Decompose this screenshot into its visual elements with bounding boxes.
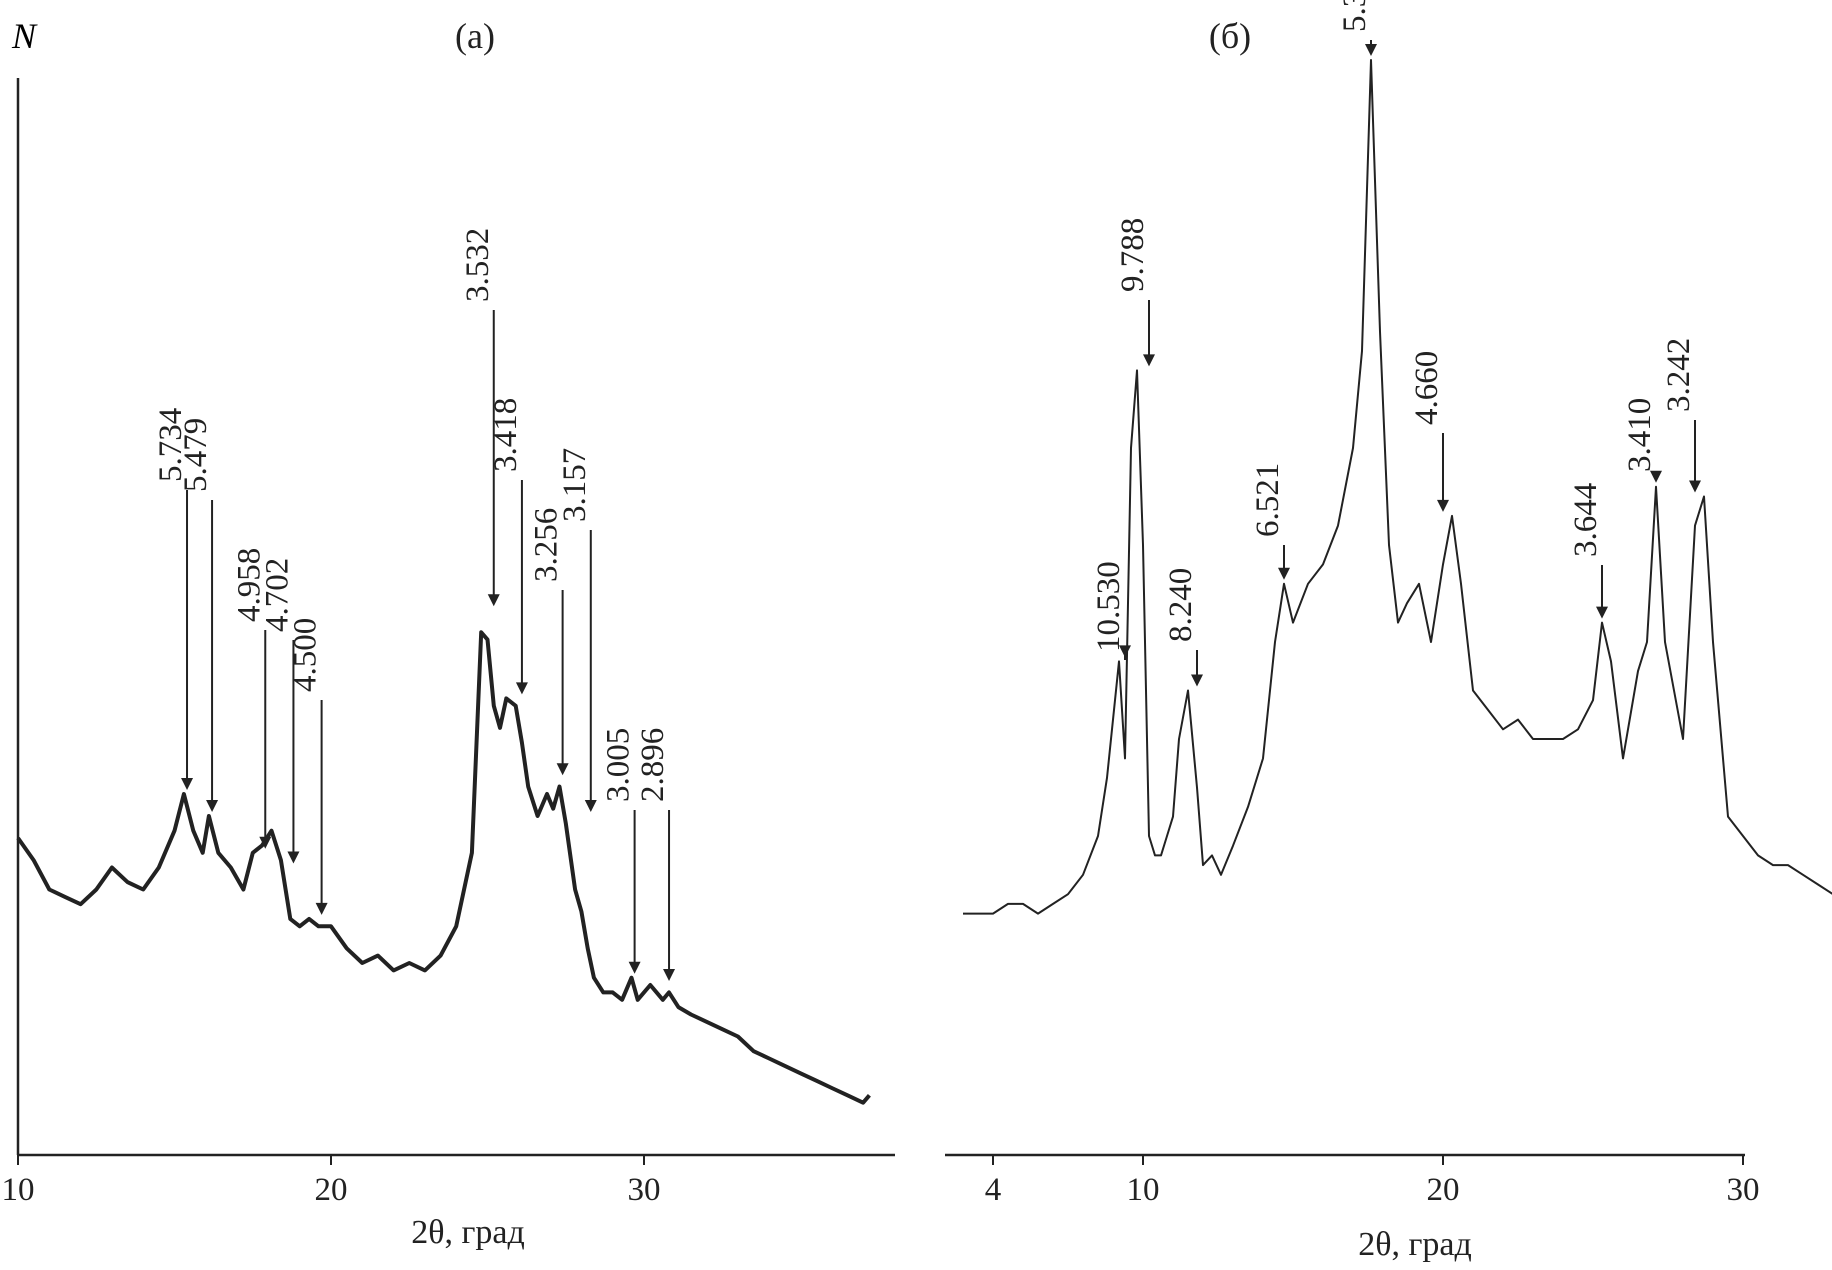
panel-a-peak-marker: 4.500	[288, 618, 328, 915]
panel-b-peak-marker: 8.240	[1163, 568, 1203, 687]
panel-b-xrd-trace	[963, 59, 1832, 915]
panel-a-peak-arrow-head	[584, 800, 597, 812]
panel-a-peak-marker: 4.702	[259, 558, 300, 864]
panel-a-peak-marker: 3.005	[601, 728, 641, 974]
panel-b-peak-label: 10.530	[1091, 561, 1127, 652]
panel-a-peak-marker: 2.896	[635, 728, 676, 982]
panel-b-peak-arrow-head	[1278, 567, 1290, 580]
panel-a-peak-label: 3.256	[529, 508, 565, 582]
panel-a-peak-arrow-head	[515, 682, 528, 695]
panel-a-peak-label: 5.479	[178, 418, 214, 492]
panel-b-peak-marker: 5.358	[1337, 0, 1377, 56]
panel-b-peak-arrow-head	[1437, 499, 1449, 512]
panel-b-label: (б)	[1209, 16, 1251, 56]
panel-a-peak-label: 4.702	[259, 558, 295, 632]
panel-b-peak-marker: 9.788	[1115, 218, 1155, 367]
panel-a-peak-arrow-head	[206, 800, 219, 812]
panel-b-peak-label: 3.242	[1661, 338, 1697, 412]
panel-b-peaks: 10.530 9.788 8.240 6.521 5.358 4.660 3.644 3.41…	[1091, 0, 1701, 687]
panel-b-peak-label: 8.240	[1163, 568, 1199, 642]
panel-a-xrd-trace	[16, 630, 871, 1105]
panel-a-peak-arrow-head	[259, 836, 272, 849]
panel-b-peak-arrow-head	[1650, 470, 1662, 483]
panel-b-peak-arrow-head	[1119, 645, 1131, 658]
panel-b-peak-label: 4.660	[1409, 351, 1445, 425]
panel-b-peak-marker: 6.521	[1250, 463, 1290, 580]
panel-a-peak-marker: 3.256	[529, 508, 569, 776]
panel-a-x-label: 2θ, град	[411, 1214, 525, 1251]
panel-a-peak-arrow-head	[315, 902, 328, 915]
panel-a-peak-marker: 5.479	[178, 418, 219, 812]
panel-a-peak-arrow-head	[556, 763, 569, 776]
panel-a-y-label: N	[11, 16, 38, 56]
panel-a-label: (a)	[455, 16, 495, 56]
panel-b-x-label: 2θ, град	[1358, 1226, 1472, 1263]
panel-b-xtick-4: 4	[985, 1172, 1002, 1208]
panel-a-xtick-30: 30	[628, 1172, 661, 1208]
panel-a-peak-label: 2.896	[635, 728, 671, 802]
panel-a-peak-label: 3.418	[488, 398, 524, 472]
panel-a-peak-arrow-head	[663, 969, 676, 982]
panel-a-peak-label: 4.958	[231, 548, 267, 622]
panel-b-peak-label: 3.644	[1568, 483, 1604, 557]
panel-b-peak-arrow-head	[1143, 354, 1155, 367]
panel-b-peak-marker: 3.410	[1622, 398, 1662, 483]
panel-b-peak-label: 5.358	[1337, 0, 1373, 32]
panel-a-peak-marker: 3.418	[488, 398, 528, 695]
panel-b-series	[963, 59, 1832, 915]
panel-a-peak-arrow-head	[487, 594, 500, 607]
panel-b-peak-marker: 3.242	[1661, 338, 1701, 493]
panel-a-peak-arrow-head	[628, 961, 641, 974]
panel-b-peak-marker: 3.644	[1568, 483, 1608, 619]
panel-a-peak-label: 5.734	[153, 408, 189, 482]
panel-a-peak-marker: 3.157	[557, 448, 597, 812]
panel-b-peak-arrow-head	[1689, 480, 1701, 493]
panel-a-peak-arrow-head	[181, 777, 194, 790]
panel-a-peak-label: 3.157	[557, 448, 593, 522]
panel-a-series	[16, 630, 871, 1105]
panel-b-peak-arrow-head	[1596, 606, 1608, 619]
panel-a-peak-arrow-head	[287, 851, 300, 864]
panel-a-xtick-20: 20	[315, 1172, 348, 1208]
panel-a-peak-marker: 5.734	[153, 408, 194, 790]
panel-a-peak-label: 3.532	[460, 228, 496, 302]
panel-b-xtick-10: 10	[1127, 1172, 1160, 1208]
panel-b-xtick-30: 30	[1727, 1172, 1760, 1208]
panel-b-peak-marker: 4.660	[1409, 351, 1449, 512]
panel-a-peak-marker: 4.958	[231, 548, 272, 849]
panel-a-peak-marker: 3.532	[460, 228, 500, 607]
panel-a-peak-label: 3.005	[601, 728, 637, 802]
panel-b: (б) 4 10 20 30 2θ, град 10.530 9.788 8.240…	[945, 0, 1832, 1263]
panel-b-peak-label: 9.788	[1115, 218, 1151, 292]
panel-b-peak-marker: 10.530	[1091, 561, 1131, 660]
panel-a: N (a) 10 20 30 2θ, град 5.7345.4794.9584…	[2, 16, 895, 1251]
panel-b-xtick-20: 20	[1427, 1172, 1460, 1208]
panel-b-peak-label: 6.521	[1250, 463, 1286, 537]
panel-a-peak-label: 4.500	[288, 618, 324, 692]
panel-b-peak-arrow-head	[1365, 44, 1377, 56]
panel-b-peak-arrow-head	[1191, 674, 1203, 687]
panel-a-xtick-10: 10	[2, 1172, 35, 1208]
panel-b-peak-label: 3.410	[1622, 398, 1658, 472]
